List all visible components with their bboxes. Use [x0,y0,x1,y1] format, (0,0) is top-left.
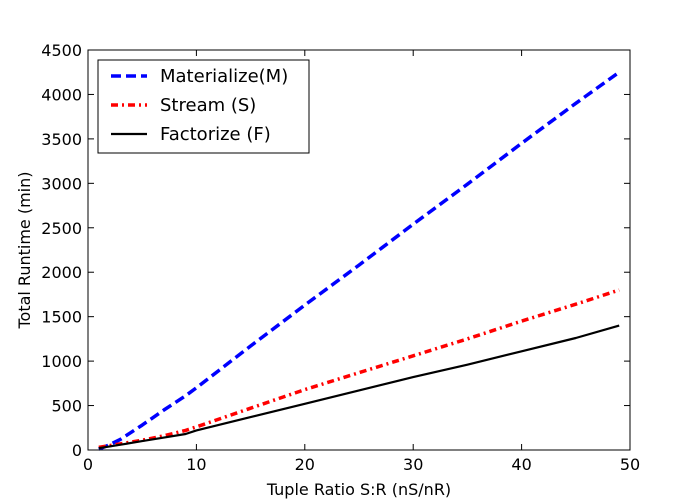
x-tick-label: 40 [511,455,531,474]
legend: Materialize(M) Stream (S) Factorize (F) [97,59,310,154]
x-tick-label: 10 [186,455,206,474]
x-axis-label: Tuple Ratio S:R (nS/nR) [266,480,451,499]
series-line-1 [98,288,620,450]
legend-label-2: Factorize (F) [160,124,271,145]
y-tick-label: 500 [51,397,82,416]
y-tick-label: 4000 [41,85,82,104]
x-tick-label: 20 [295,455,315,474]
y-tick-label: 3500 [41,130,82,149]
series-layer [98,70,621,451]
y-tick-label: 1500 [41,308,82,327]
legend-label-1: Stream (S) [160,95,256,116]
x-tick-label: 50 [620,455,640,474]
y-tick-label: 0 [72,441,82,460]
y-tick-label: 2500 [41,219,82,238]
x-tick-label: 0 [83,455,93,474]
series-line-0 [98,70,621,451]
plot-frame [87,49,631,451]
y-tick-label: 4500 [41,41,82,60]
y-tick-label: 2000 [41,263,82,282]
y-axis-label: Total Runtime (min) [15,171,34,329]
legend-label-0: Materialize(M) [160,66,288,87]
y-tick-label: 1000 [41,352,82,371]
series-line-2 [98,324,620,450]
x-tick-label: 30 [403,455,423,474]
ticks-layer: 0 10 20 30 40 5005001000150020002500300035004… [41,41,640,474]
y-tick-label: 3000 [41,174,82,193]
